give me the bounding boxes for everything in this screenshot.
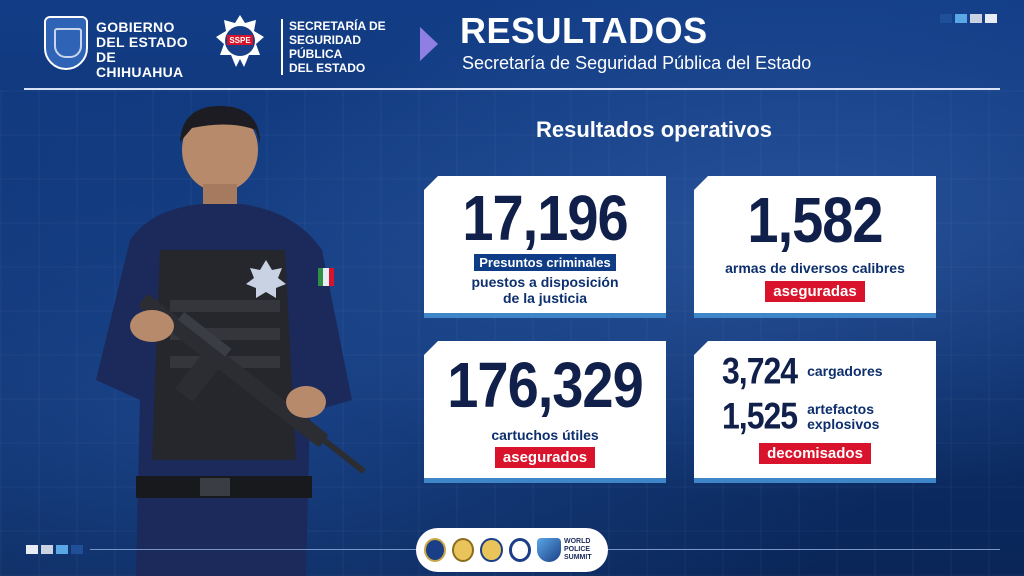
stat-description: cartuchos útiles xyxy=(491,427,599,443)
stat-description: armas de diversos calibres xyxy=(725,260,905,276)
stat-list: 3,724 cargadores 1,525 artefactos explos… xyxy=(694,341,936,437)
chevron-right-icon xyxy=(420,27,438,61)
gobierno-line-1: GOBIERNO xyxy=(96,19,175,35)
gobierno-line-2: DEL ESTADO xyxy=(96,34,188,50)
result-card-cartridges: 176,329 cartuchos útiles asegurados xyxy=(424,341,666,483)
officer-photo xyxy=(96,106,366,576)
calea-seal-icon xyxy=(452,538,475,562)
wps-line-2: POLICE xyxy=(564,546,591,553)
sspe-seal-icon xyxy=(424,538,447,562)
stat-description-line-1: puestos a disposición xyxy=(471,274,619,290)
section-title: Resultados operativos xyxy=(536,117,772,142)
world-police-summit-text: WORLD POLICE SUMMIT xyxy=(564,538,600,562)
decorative-squares-bottom xyxy=(26,545,83,554)
sspe-line-1: SECRETARÍA DE xyxy=(289,19,386,33)
gobierno-logo-text: GOBIERNO DEL ESTADO DE CHIHUAHUA xyxy=(96,20,206,80)
stat-number: 176,329 xyxy=(447,348,643,421)
wps-line-3: SUMMIT xyxy=(564,554,592,561)
stat-number: 1,525 xyxy=(722,395,798,437)
stat-row-magazines: 3,724 cargadores xyxy=(722,350,936,392)
stat-tag: aseguradas xyxy=(765,281,865,302)
stat-label-line-1: artefactos xyxy=(807,400,874,417)
stat-number: 3,724 xyxy=(722,350,798,392)
sspe-badge-label: SSPE xyxy=(229,36,251,45)
stat-label: artefactos explosivos xyxy=(807,400,880,432)
stat-row-explosives: 1,525 artefactos explosivos xyxy=(722,395,936,437)
header-divider xyxy=(24,88,1000,90)
police-seal-icon xyxy=(508,538,531,562)
stat-tag: asegurados xyxy=(494,447,596,468)
stat-label-line-2: explosivos xyxy=(807,415,880,432)
result-card-seized: 3,724 cargadores 1,525 artefactos explos… xyxy=(694,341,936,483)
wps-line-1: WORLD xyxy=(564,538,591,545)
gobierno-line-3: DE CHIHUAHUA xyxy=(96,49,184,80)
calea-seal-icon xyxy=(480,538,503,562)
stat-label: cargadores xyxy=(807,363,883,379)
world-police-summit-logo: WORLD POLICE SUMMIT xyxy=(537,538,600,562)
page-subtitle: Secretaría de Seguridad Pública del Esta… xyxy=(462,53,812,73)
stat-description: puestos a disposición de la justicia xyxy=(424,274,666,306)
sspe-line-2: SEGURIDAD PÚBLICA xyxy=(289,33,362,61)
decorative-squares-top xyxy=(940,14,997,23)
sspe-badge-icon: SSPE xyxy=(216,15,264,67)
accreditation-logos: WORLD POLICE SUMMIT xyxy=(416,528,608,572)
sspe-line-3: DEL ESTADO xyxy=(289,61,366,75)
stat-number: 17,196 xyxy=(462,181,628,254)
result-card-weapons: 1,582 armas de diversos calibres asegura… xyxy=(694,176,936,318)
world-police-summit-icon xyxy=(537,538,561,562)
chihuahua-state-shield-icon xyxy=(44,16,88,70)
header: GOBIERNO DEL ESTADO DE CHIHUAHUA SSPE SE… xyxy=(0,0,1024,90)
stat-description-line-2: de la justicia xyxy=(502,290,588,306)
sspe-logo-text: SECRETARÍA DE SEGURIDAD PÚBLICA DEL ESTA… xyxy=(281,19,401,75)
page-title: RESULTADOS xyxy=(460,10,708,51)
stat-number: 1,582 xyxy=(747,183,883,256)
stat-tag: decomisados xyxy=(759,443,871,464)
result-card-criminals: 17,196 Presuntos criminales puestos a di… xyxy=(424,176,666,318)
stat-highlight: Presuntos criminales xyxy=(474,254,616,271)
